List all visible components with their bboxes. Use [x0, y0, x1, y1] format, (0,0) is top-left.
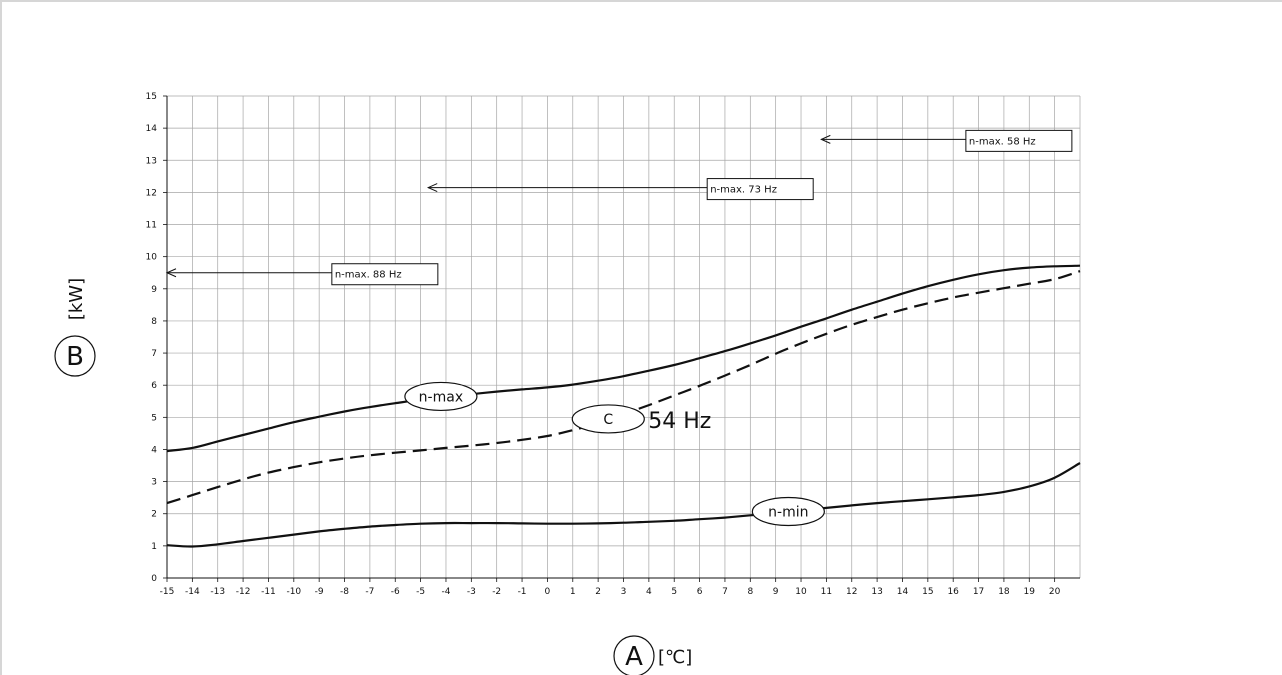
annotation-box: [706, 178, 814, 201]
x-tick-label: 8: [747, 587, 753, 597]
annotations: n-max. 88 Hz n-max. 73 Hz n-max. 58 Hz: [165, 129, 1073, 286]
x-tick-label: -9: [315, 587, 324, 597]
curve-label-ellipse: [571, 404, 645, 434]
x-axis-marker-circle: [613, 635, 655, 675]
x-tick-label: 7: [722, 587, 728, 597]
x-tick-label: 0: [545, 587, 551, 597]
x-tick-label: 2: [595, 587, 601, 597]
x-tick-label: 13: [871, 587, 882, 597]
x-tick-label: 12: [846, 587, 857, 597]
curve-label-ellipse: [751, 496, 825, 527]
y-axis-marker: B: [66, 342, 84, 372]
x-tick-label: 18: [998, 587, 1010, 597]
x-tick-label: 19: [1024, 587, 1036, 597]
annotation-text: n-max. 73 Hz: [710, 185, 777, 196]
curve-label-text: n-max: [419, 389, 463, 405]
x-tick-label: -2: [492, 587, 501, 597]
y-tick-label: 8: [151, 317, 157, 327]
y-tick-label: 5: [151, 413, 157, 423]
annotation: n-max. 58 Hz: [820, 129, 1073, 152]
x-tick-label: 11: [821, 587, 832, 597]
x-tick-label: -15: [160, 587, 175, 597]
annotation-text: n-max. 88 Hz: [335, 270, 402, 281]
x-tick-label: 5: [671, 587, 677, 597]
y-tick-label: 1: [151, 542, 157, 552]
y-tick-label: 15: [146, 92, 157, 102]
x-tick-label: -5: [416, 587, 425, 597]
y-tick-label: 10: [146, 253, 158, 263]
annotation-box: [331, 263, 439, 286]
x-tick-label: 17: [973, 587, 984, 597]
grid: [166, 95, 1081, 579]
x-tick-label: -14: [185, 587, 200, 597]
annotation-arrow-head: [820, 134, 831, 144]
x-tick-label: -4: [441, 587, 450, 597]
x-tick-label: -8: [340, 587, 349, 597]
y-tick-label: 9: [151, 285, 157, 295]
y-tick-label: 0: [151, 574, 157, 584]
annotation-arrow-head: [165, 268, 177, 278]
y-tick-label: 11: [146, 221, 157, 231]
x-tick-label: -3: [467, 587, 476, 597]
x-tick-label: 6: [697, 587, 703, 597]
curve-label-n-min: n-min: [751, 496, 825, 527]
x-tick-labels: -15 -14 -13 -12 -11 -10 -9 -8 -7 -6 -5 -4 -3 -2 -1 0 1 2 3…: [160, 587, 1061, 597]
curve-labels: n-max C 54 Hz n-min: [404, 381, 825, 527]
x-tick-label: 15: [922, 587, 933, 597]
y-tick-label: 12: [146, 188, 157, 198]
x-tick-label: 3: [621, 587, 627, 597]
curve-label-C: C 54 Hz: [571, 404, 711, 434]
annotation-arrow-head: [426, 183, 438, 193]
x-tick-label: 9: [773, 587, 779, 597]
curve-label-text: C: [603, 412, 613, 428]
x-tick-label: -7: [365, 587, 374, 597]
x-tick-label: -12: [236, 587, 251, 597]
y-tick-label: 14: [146, 124, 158, 134]
curve-label-n-max: n-max: [404, 381, 478, 412]
x-tick-label: 16: [947, 587, 959, 597]
y-axis-marker-circle: [54, 335, 96, 377]
x-tick-label: 4: [646, 587, 652, 597]
series-n-max-line: [166, 264, 1081, 453]
annotation: n-max. 73 Hz: [426, 178, 814, 201]
annotation: n-max. 88 Hz: [165, 263, 439, 286]
y-tick-label: 3: [151, 478, 157, 488]
series-n-min-line: [166, 462, 1081, 548]
x-tick-label: -1: [518, 587, 527, 597]
y-axis-unit: [kW]: [66, 278, 87, 320]
annotation-box: [965, 129, 1073, 152]
y-tick-label: 7: [151, 349, 157, 359]
x-tick-label: -13: [210, 587, 225, 597]
y-tick-label: 4: [151, 445, 157, 455]
x-tick-label: 10: [795, 587, 807, 597]
x-tick-label: 1: [570, 587, 576, 597]
curve-label-ellipse: [404, 381, 478, 412]
y-tick-label: 2: [151, 510, 157, 520]
x-axis-marker: A: [625, 642, 643, 672]
x-tick-label: 20: [1049, 587, 1061, 597]
x-tick-label: 14: [897, 587, 909, 597]
x-tick-label: -6: [391, 587, 400, 597]
y-tick-label: 13: [146, 156, 157, 166]
y-tick-label: 6: [151, 381, 157, 391]
annotation-text: n-max. 58 Hz: [969, 136, 1036, 147]
curve-label-text: n-min: [768, 504, 808, 520]
axes: [163, 95, 1080, 582]
y-axis-label: B [kW]: [54, 278, 96, 377]
curve-label-suffix: 54 Hz: [648, 409, 711, 434]
x-tick-label: -10: [286, 587, 301, 597]
x-axis-unit: [℃]: [658, 647, 692, 668]
x-axis-label: A [℃]: [613, 635, 692, 675]
x-tick-label: -11: [261, 587, 276, 597]
